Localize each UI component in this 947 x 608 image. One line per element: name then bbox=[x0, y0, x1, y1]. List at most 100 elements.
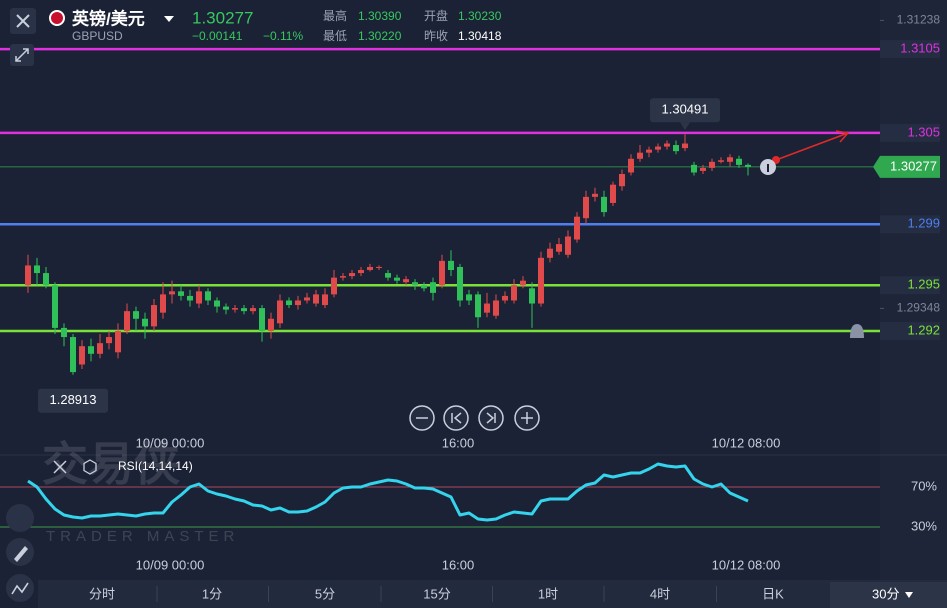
candle-body bbox=[277, 300, 283, 324]
low-label: 1.28913 bbox=[50, 392, 97, 407]
candle-body bbox=[520, 280, 526, 286]
rsi-settings[interactable] bbox=[83, 459, 97, 475]
candle-body bbox=[349, 273, 355, 277]
candle-body bbox=[367, 266, 373, 271]
candle-body bbox=[646, 149, 652, 153]
y-tick-label: 1.29348 bbox=[897, 301, 941, 315]
candle-body bbox=[385, 273, 391, 278]
candle-body bbox=[214, 300, 220, 307]
timeframe-selected-bg[interactable] bbox=[830, 582, 947, 608]
candle-body bbox=[61, 327, 67, 338]
timeframe-tab[interactable]: 15分 bbox=[423, 586, 450, 601]
timeframe-tab[interactable]: 1时 bbox=[538, 586, 558, 601]
change-pct: −0.11% bbox=[263, 29, 303, 43]
level-label: 1.292 bbox=[907, 322, 940, 337]
rsi-title: RSI(14,14,14) bbox=[118, 459, 193, 473]
candle-body bbox=[664, 143, 670, 147]
candle-body bbox=[718, 160, 724, 162]
stat-value: 1.30220 bbox=[358, 29, 402, 43]
candle-body bbox=[178, 291, 184, 296]
rsi-close[interactable] bbox=[53, 460, 67, 474]
stat-label: 昨收 bbox=[424, 29, 448, 43]
candle-body bbox=[394, 277, 400, 281]
candle-body bbox=[97, 343, 103, 354]
candle-body bbox=[511, 285, 517, 301]
symbol-dropdown[interactable] bbox=[164, 16, 174, 22]
candle-body bbox=[223, 306, 229, 310]
candle-body bbox=[412, 282, 418, 286]
stat-value: 1.30230 bbox=[458, 9, 502, 23]
candle-body bbox=[205, 291, 211, 301]
level-label: 1.299 bbox=[907, 216, 940, 231]
timeframe-dropdown[interactable] bbox=[905, 592, 913, 598]
timeframe-tab[interactable]: 分时 bbox=[89, 586, 115, 601]
candle-body bbox=[43, 273, 49, 286]
candle-body bbox=[88, 346, 94, 354]
candle-body bbox=[196, 291, 202, 304]
low-label-bg bbox=[38, 388, 108, 413]
chart-type-button[interactable] bbox=[6, 574, 34, 602]
candle-body bbox=[673, 145, 679, 152]
last-price-tag bbox=[873, 155, 940, 178]
scroll-end[interactable] bbox=[478, 405, 504, 431]
level-label-bg bbox=[880, 123, 940, 142]
timeframe-tabs: 分时 1分 5分 15分 1时 4时 日K bbox=[89, 586, 784, 602]
change: −0.00141 bbox=[192, 29, 243, 43]
candle-body bbox=[295, 300, 301, 306]
x-tick-label: 10/12 08:00 bbox=[712, 557, 781, 572]
candle-body bbox=[340, 276, 346, 278]
level-label: 1.295 bbox=[907, 277, 940, 292]
candle-body bbox=[322, 294, 328, 306]
y-tick-label: 1.31238 bbox=[897, 13, 941, 27]
candle-body bbox=[403, 279, 409, 283]
candle-body bbox=[232, 308, 238, 310]
alert-bell[interactable] bbox=[850, 324, 864, 338]
stat-label: 最低 bbox=[323, 29, 347, 43]
pen-icon bbox=[14, 546, 28, 562]
candle-body bbox=[421, 285, 427, 289]
candle-body bbox=[637, 152, 643, 159]
candle-body bbox=[142, 318, 148, 327]
indicator-button[interactable] bbox=[6, 504, 34, 532]
candle-body bbox=[151, 305, 157, 327]
expand-icon bbox=[15, 48, 29, 62]
candle-body bbox=[187, 295, 193, 301]
candle-body bbox=[682, 143, 688, 149]
candle-body bbox=[592, 193, 598, 197]
timeframe-tab[interactable]: 5分 bbox=[315, 586, 335, 601]
candle-body bbox=[484, 303, 490, 313]
drawn-arrow[interactable] bbox=[775, 130, 850, 161]
timeframe-tab[interactable]: 4时 bbox=[650, 586, 670, 601]
candle-body bbox=[313, 294, 319, 304]
candle-body bbox=[736, 158, 742, 165]
level-label-bg bbox=[880, 40, 940, 59]
chart-layer: 1.31238 1.29348 10/09 00:00 10/09 00:00 16:0… bbox=[0, 13, 947, 572]
candle-body bbox=[52, 285, 58, 328]
candle-body bbox=[358, 270, 364, 274]
candle-body bbox=[448, 260, 454, 271]
stat-value: 1.30390 bbox=[358, 9, 402, 23]
candle-body bbox=[376, 266, 382, 268]
candle-body bbox=[34, 265, 40, 274]
candle-body bbox=[610, 184, 616, 203]
candle-body bbox=[700, 167, 706, 171]
watermark: 交易侠 bbox=[42, 438, 181, 490]
stat-value: 1.30418 bbox=[458, 29, 502, 43]
candle-body bbox=[601, 196, 607, 213]
candle-body bbox=[556, 244, 562, 252]
candle-body bbox=[250, 308, 256, 312]
candle-body bbox=[106, 337, 112, 344]
timeframe-tab[interactable]: 日K bbox=[762, 586, 784, 601]
candle-body bbox=[169, 291, 175, 295]
candle-body bbox=[79, 346, 85, 365]
timeframe-tab[interactable]: 1分 bbox=[202, 586, 222, 601]
candle-body bbox=[304, 297, 310, 301]
high-label: 1.30491 bbox=[662, 102, 709, 117]
level-label: 1.305 bbox=[907, 124, 940, 139]
timeframe-selected[interactable]: 30分 bbox=[872, 586, 899, 601]
candle-body bbox=[493, 300, 499, 316]
symbol[interactable]: 英镑/美元 bbox=[72, 8, 145, 28]
candle-body bbox=[331, 277, 337, 295]
